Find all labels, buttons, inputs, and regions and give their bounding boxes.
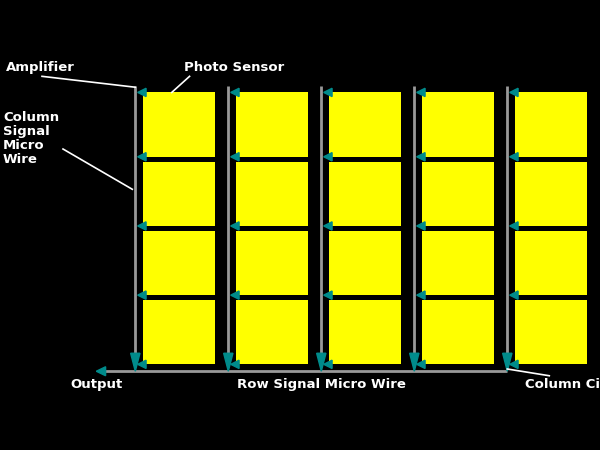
Polygon shape — [138, 88, 146, 97]
Bar — [329, 300, 401, 365]
Bar — [422, 300, 494, 365]
Polygon shape — [509, 222, 518, 230]
Polygon shape — [416, 360, 425, 369]
Bar — [236, 231, 308, 295]
Polygon shape — [416, 153, 425, 161]
Polygon shape — [231, 222, 239, 230]
Polygon shape — [231, 291, 239, 299]
Polygon shape — [509, 88, 518, 97]
Polygon shape — [324, 291, 332, 299]
Bar — [422, 92, 494, 157]
Polygon shape — [138, 291, 146, 299]
Bar — [143, 300, 215, 365]
Bar — [515, 231, 587, 295]
Polygon shape — [324, 360, 332, 369]
Polygon shape — [231, 153, 239, 161]
Polygon shape — [416, 88, 425, 97]
Bar — [422, 231, 494, 295]
Text: Amplifier: Amplifier — [6, 61, 75, 74]
Bar — [329, 162, 401, 226]
Bar — [236, 162, 308, 226]
Bar — [236, 92, 308, 157]
Polygon shape — [138, 222, 146, 230]
Polygon shape — [324, 222, 332, 230]
Polygon shape — [224, 353, 233, 371]
Polygon shape — [317, 353, 326, 371]
Polygon shape — [509, 291, 518, 299]
Text: Output: Output — [70, 378, 122, 391]
Bar — [236, 300, 308, 365]
Bar — [143, 162, 215, 226]
Polygon shape — [138, 360, 146, 369]
Bar — [515, 92, 587, 157]
Polygon shape — [131, 353, 140, 371]
Bar — [422, 162, 494, 226]
Polygon shape — [324, 88, 332, 97]
Polygon shape — [509, 153, 518, 161]
Bar — [329, 92, 401, 157]
Polygon shape — [410, 353, 419, 371]
Text: Column Circuit: Column Circuit — [526, 378, 600, 391]
Text: Photo Sensor: Photo Sensor — [184, 61, 284, 74]
Bar — [515, 162, 587, 226]
Polygon shape — [231, 88, 239, 97]
Polygon shape — [503, 353, 512, 371]
Bar — [143, 92, 215, 157]
Polygon shape — [416, 222, 425, 230]
Polygon shape — [416, 291, 425, 299]
Polygon shape — [509, 360, 518, 369]
Polygon shape — [231, 360, 239, 369]
Bar — [329, 231, 401, 295]
Bar — [515, 300, 587, 365]
Bar — [143, 231, 215, 295]
Polygon shape — [96, 367, 106, 376]
Polygon shape — [138, 153, 146, 161]
Text: Column
Signal
Micro
Wire: Column Signal Micro Wire — [3, 111, 59, 166]
Polygon shape — [324, 153, 332, 161]
Text: Row Signal Micro Wire: Row Signal Micro Wire — [237, 378, 406, 391]
